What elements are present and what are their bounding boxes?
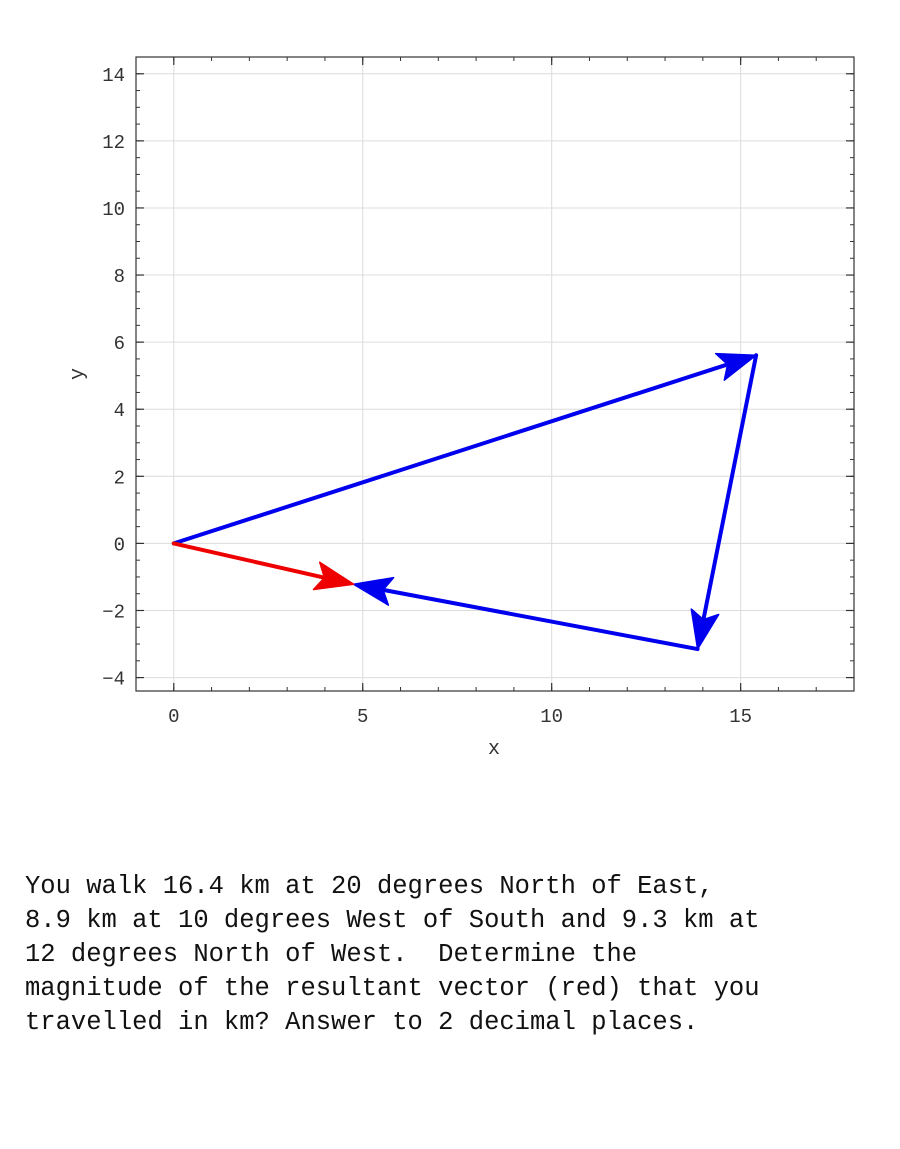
y-tick-label: 6 <box>114 333 125 355</box>
question-line: magnitude of the resultant vector (red) … <box>25 974 760 1003</box>
y-tick-label: 4 <box>114 400 125 422</box>
y-tick-label: 2 <box>114 467 125 489</box>
y-tick-label: −4 <box>102 669 125 691</box>
vector-chart: 0 5 10 15 −4 −2 0 2 4 6 8 10 12 14 x y <box>67 56 855 761</box>
question-text: You walk 16.4 km at 20 degrees North of … <box>25 870 885 1040</box>
x-axis-label: x <box>488 738 500 761</box>
y-tick-label: 12 <box>102 132 125 154</box>
grid-lines <box>136 57 854 691</box>
vector-arrow <box>690 353 759 650</box>
x-tick-label: 10 <box>540 706 563 728</box>
vector-shaft <box>381 587 700 652</box>
y-tick-label: −2 <box>102 601 125 623</box>
plot-frame <box>135 56 855 692</box>
vector-shaft <box>701 353 759 622</box>
vectors <box>171 352 759 652</box>
vector-arrow <box>352 576 700 652</box>
x-tick-label: 0 <box>168 706 179 728</box>
vector-head <box>690 608 720 650</box>
y-axis-label: y <box>67 368 90 380</box>
vector-arrow <box>171 541 355 591</box>
question-line: 12 degrees North of West. Determine the <box>25 940 638 969</box>
vector-head <box>312 561 355 591</box>
x-tick-label: 5 <box>357 706 368 728</box>
question-line: travelled in km? Answer to 2 decimal pla… <box>25 1008 699 1037</box>
y-tick-label: 10 <box>102 199 125 221</box>
y-tick-label: 0 <box>114 534 125 556</box>
vector-head <box>352 576 395 606</box>
vector-shaft <box>171 541 327 580</box>
x-tick-label: 15 <box>729 706 752 728</box>
vector-arrow <box>171 352 757 546</box>
axis-ticks: 0 5 10 15 −4 −2 0 2 4 6 8 10 12 14 <box>102 56 855 728</box>
question-line: 8.9 km at 10 degrees West of South and 9… <box>25 906 760 935</box>
y-tick-label: 8 <box>114 266 125 288</box>
question-line: You walk 16.4 km at 20 degrees North of … <box>25 872 714 901</box>
vector-head <box>714 352 757 381</box>
y-tick-label: 14 <box>102 65 125 87</box>
vector-shaft <box>171 362 730 546</box>
